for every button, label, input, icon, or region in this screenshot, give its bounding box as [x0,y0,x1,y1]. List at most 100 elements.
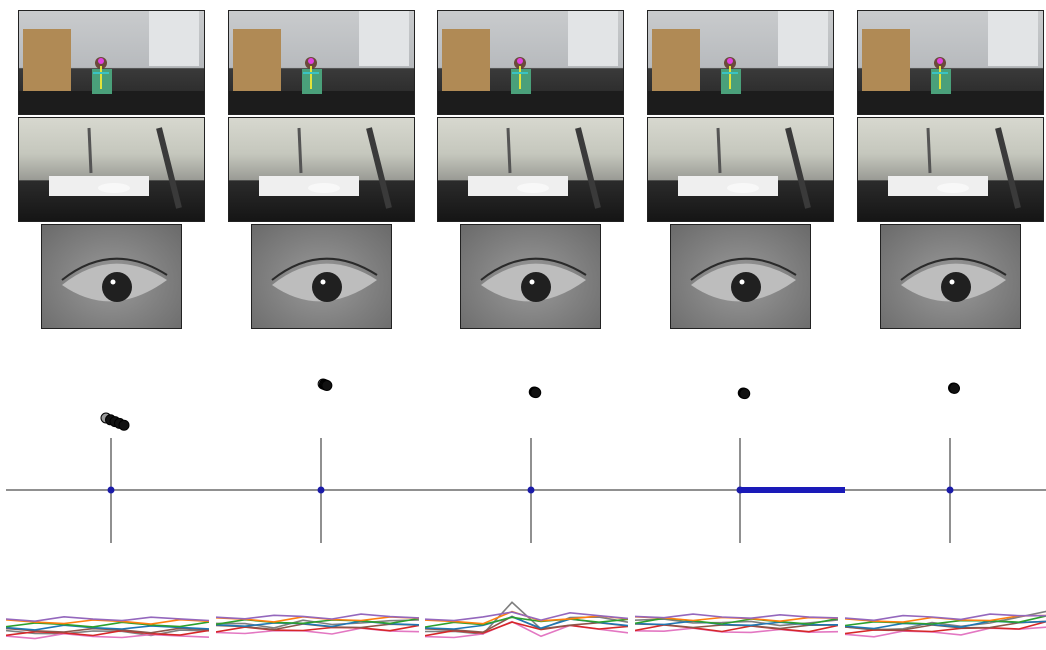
pupil [312,272,342,302]
glint [739,279,745,285]
activity-series-line [425,616,628,628]
robot-arm [575,127,601,209]
origin-marker [527,486,535,494]
robot-arm [995,127,1021,209]
robot-camera-image [49,127,182,209]
scene-camera-image [438,11,623,114]
bookshelf [23,29,71,91]
whiteboard [149,11,199,66]
activity-series-line [6,618,209,625]
table [19,91,204,114]
bookshelf [652,29,700,91]
calibration-board [468,176,568,196]
robot-camera-frame [647,117,834,222]
robot-arm [785,127,811,209]
face-keypoint [517,58,523,64]
table [438,91,623,114]
activity-series-line [635,617,838,625]
scene-camera-image [858,11,1043,114]
robot-camera-frame [228,117,415,222]
scene-camera-frame [18,10,205,115]
gaze-plot [6,378,1046,543]
activity-plot [6,615,209,640]
eyelashes [271,257,378,281]
pupil [521,272,551,302]
whiteboard [359,11,409,66]
pupil [731,272,761,302]
robot-camera-frame [857,117,1044,222]
activity-series-line [6,627,209,634]
glint [949,279,955,285]
robot-arm [926,127,932,174]
robot-arm [297,127,303,174]
activity-series-line [216,613,419,620]
plate [937,183,969,193]
table [858,91,1043,114]
scene-camera-frame [647,10,834,115]
whiteboard [988,11,1038,66]
gaze-point [530,387,542,399]
plate [727,183,759,193]
gaze-point [118,419,130,431]
robot-camera-image [259,127,392,209]
plate [517,183,549,193]
activity-series-line [635,613,838,620]
glint [110,279,116,285]
robot-camera-image [468,127,601,209]
eyelashes [690,257,797,281]
robot-arm [716,127,722,174]
gaze-point [739,388,751,400]
eye-image [900,257,1007,302]
eye-image [480,257,587,302]
scene-camera-frame [228,10,415,115]
scene-camera-image [648,11,833,114]
activity-series-line [6,615,209,623]
bookshelf [862,29,910,91]
whiteboard [778,11,828,66]
origin-marker [107,486,115,494]
activity-series-line [6,629,209,637]
highlight-bar [740,487,845,493]
activity-series-line [845,613,1046,622]
activity-plot [216,613,419,635]
eye-camera-frame [880,224,1021,329]
origin-marker [946,486,954,494]
gaze-point [321,380,333,391]
bookshelf [233,29,281,91]
origin-marker [317,486,325,494]
robot-arm [366,127,392,209]
robot-camera-frame [437,117,624,222]
robot-camera-image [888,127,1021,209]
face-keypoint [308,58,314,64]
activity-series-line [6,632,209,640]
activity-series-line [6,621,209,628]
robot-arm [506,127,512,174]
eye-image [690,257,797,302]
gaze-point [949,382,960,394]
scene-camera-image [229,11,414,114]
pupil [102,272,132,302]
bookshelf [442,29,490,91]
activity-plot [845,610,1046,638]
eye-image [271,257,378,302]
eye-image [61,257,168,302]
plate [98,183,130,193]
robot-arm [156,127,182,209]
eyelashes [480,257,587,281]
robot-arm [87,127,93,174]
scene-camera-frame [437,10,624,115]
calibration-board [888,176,988,196]
calibration-board [259,176,359,196]
scene-camera-frame [857,10,1044,115]
scene-camera-image [19,11,204,114]
eye-camera-frame [251,224,392,329]
activity-series-line [425,611,628,622]
robot-camera-frame [18,117,205,222]
activity-series-line [6,624,209,631]
activity-plot [425,601,628,639]
eye-camera-frame [670,224,811,329]
activity-plot [635,613,838,634]
activity-series-line [6,629,209,637]
eyelashes [61,257,168,281]
calibration-board [49,176,149,196]
